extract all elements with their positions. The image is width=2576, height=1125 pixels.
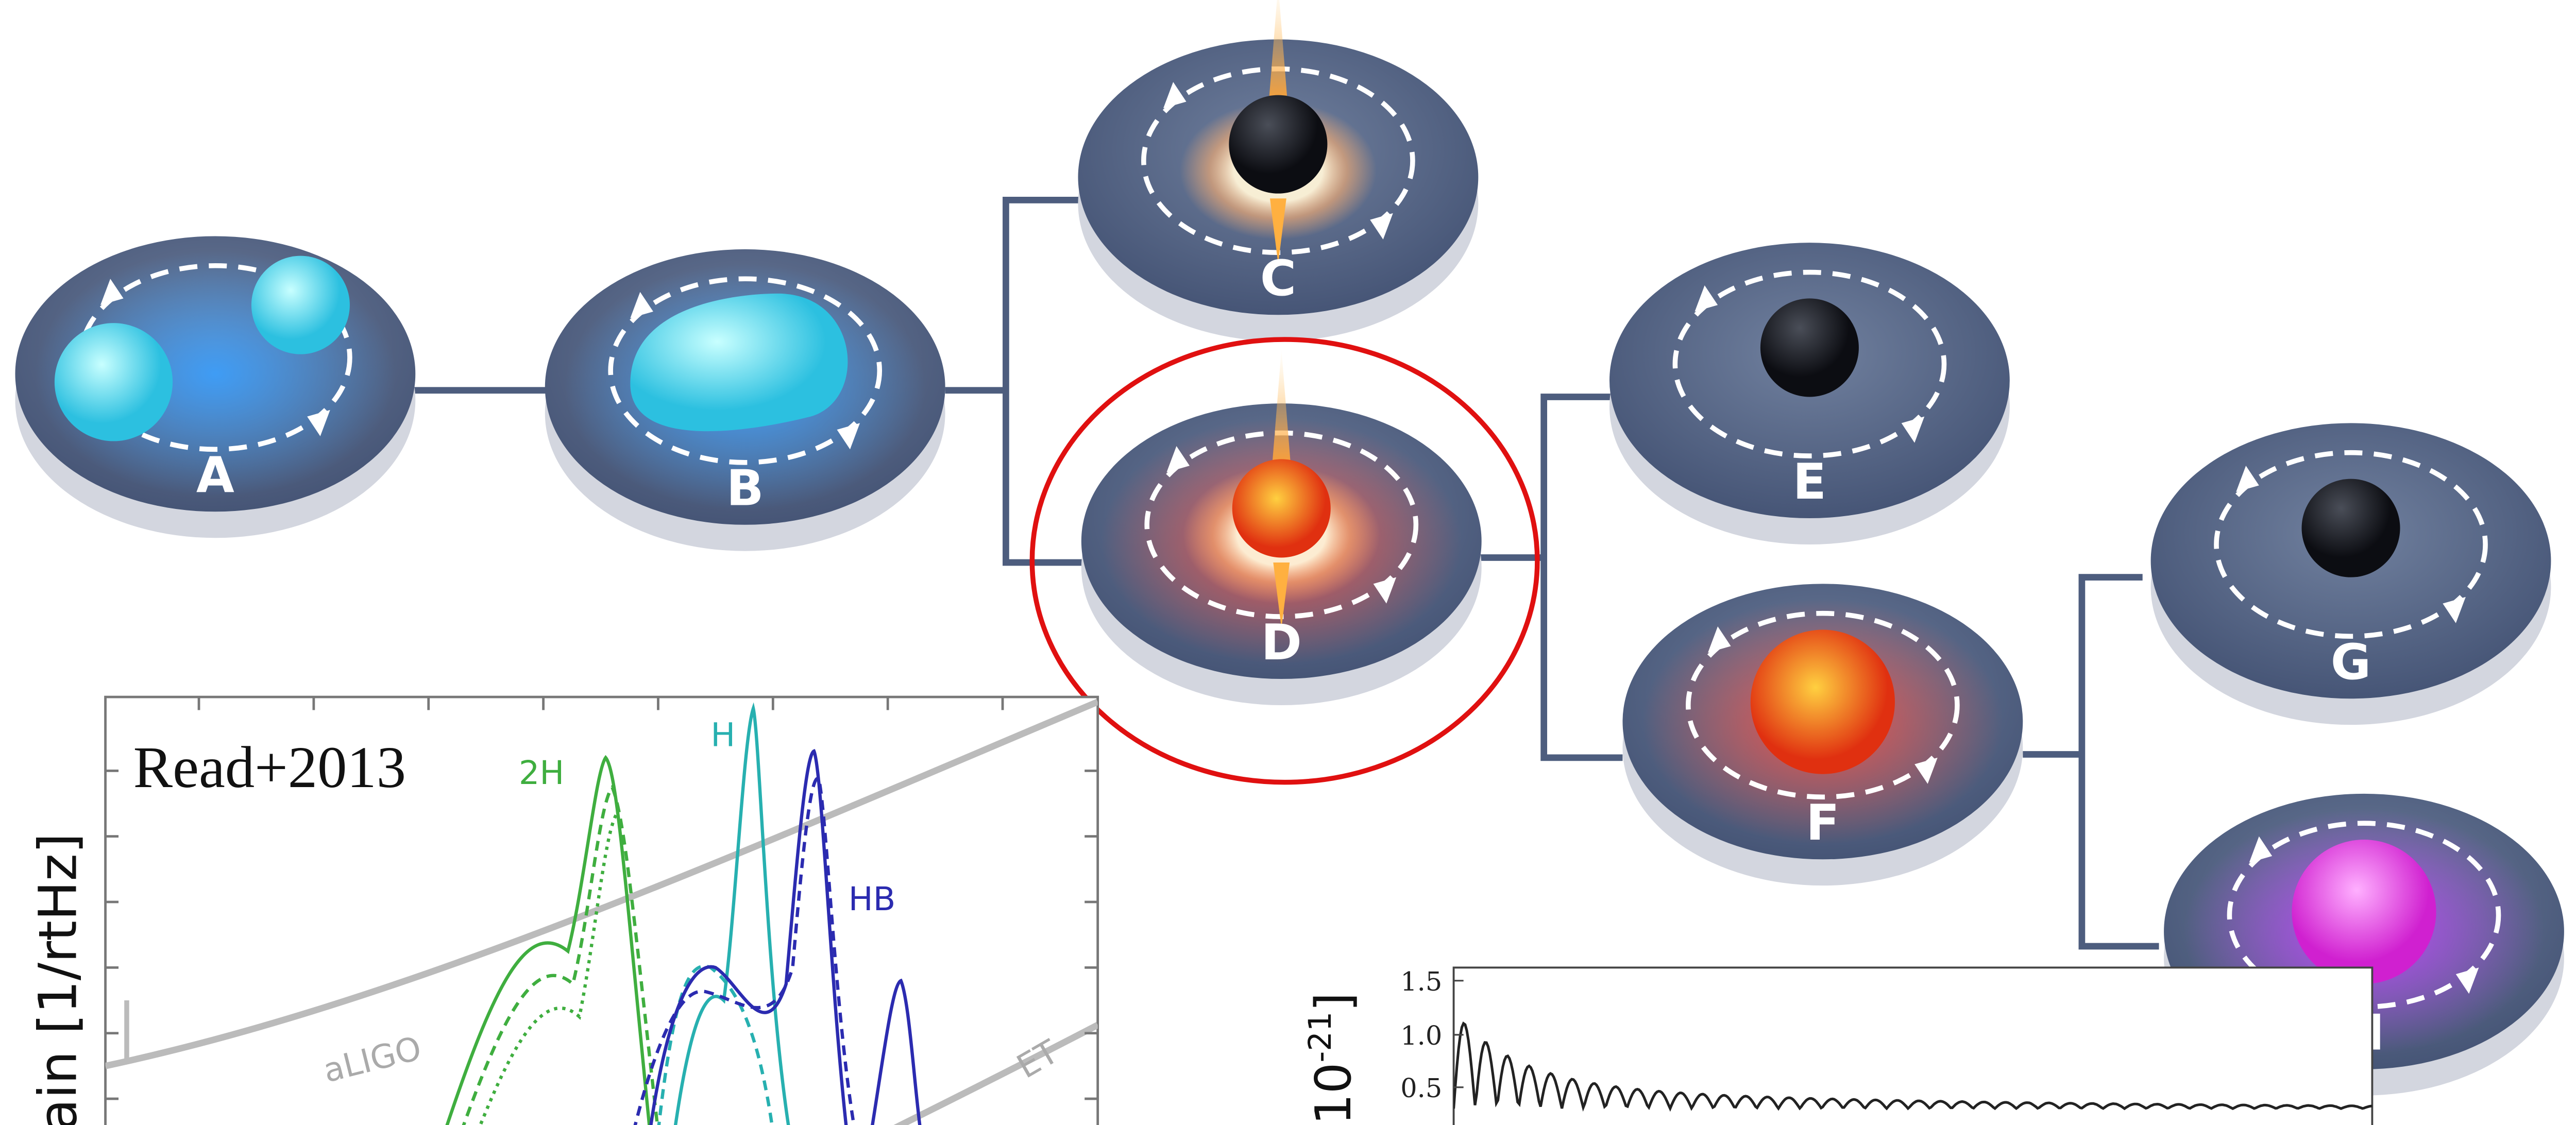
node: F [1622,584,2023,885]
inset-right: 1.5 1.0 0.5 10-21] [1302,967,2372,1125]
figure: A B C D E F G H Read+2013 2H H HB aLIGO ET ain … [0,0,2576,1125]
node-label: B [726,459,764,517]
central-object [1229,95,1327,194]
y-axis-label: 10-21] [1302,992,1362,1125]
connector [2023,577,2159,946]
y-tick-label: 1.0 [1400,1021,1442,1051]
node-label: C [1260,249,1296,307]
node: G [2151,423,2551,725]
y-axis-label: ain [1/rtHz] [27,833,89,1125]
annotation: Read+2013 [133,735,406,800]
node: A [15,236,415,538]
curve-label: H [710,717,735,755]
node: B [545,249,945,551]
star [55,323,173,441]
page: {"nodes": [{"label": "A"}, {"label": "B"… [0,0,2576,1125]
node-label: F [1806,794,1839,851]
star [251,256,350,354]
central-object [2292,840,2436,984]
y-tick-label: 0.5 [1400,1073,1442,1104]
node-label: D [1261,613,1302,671]
node-label: A [196,446,234,504]
node-label: E [1793,453,1826,510]
node: D [1081,349,1482,705]
central-object [1232,459,1331,557]
central-object [2302,479,2400,577]
inset-left: Read+2013 2H H HB aLIGO ET ain [1/rtHz] [27,697,1097,1125]
connector [1478,397,1622,757]
y-tick-label: 1.5 [1400,967,1442,997]
y-label-base: 10 [1304,1062,1362,1125]
node: C [1078,0,1478,341]
curve-label: 2H [519,754,564,792]
central-object [1760,298,1859,397]
y-label-suffix: ] [1304,992,1362,1011]
curve-label: HB [849,880,896,918]
node-label: G [2331,633,2371,691]
plot-frame [1454,967,2372,1125]
node: E [1609,243,2010,544]
central-object [1751,630,1895,774]
y-label-exponent: -21 [1302,1012,1338,1063]
connector [945,200,1085,562]
